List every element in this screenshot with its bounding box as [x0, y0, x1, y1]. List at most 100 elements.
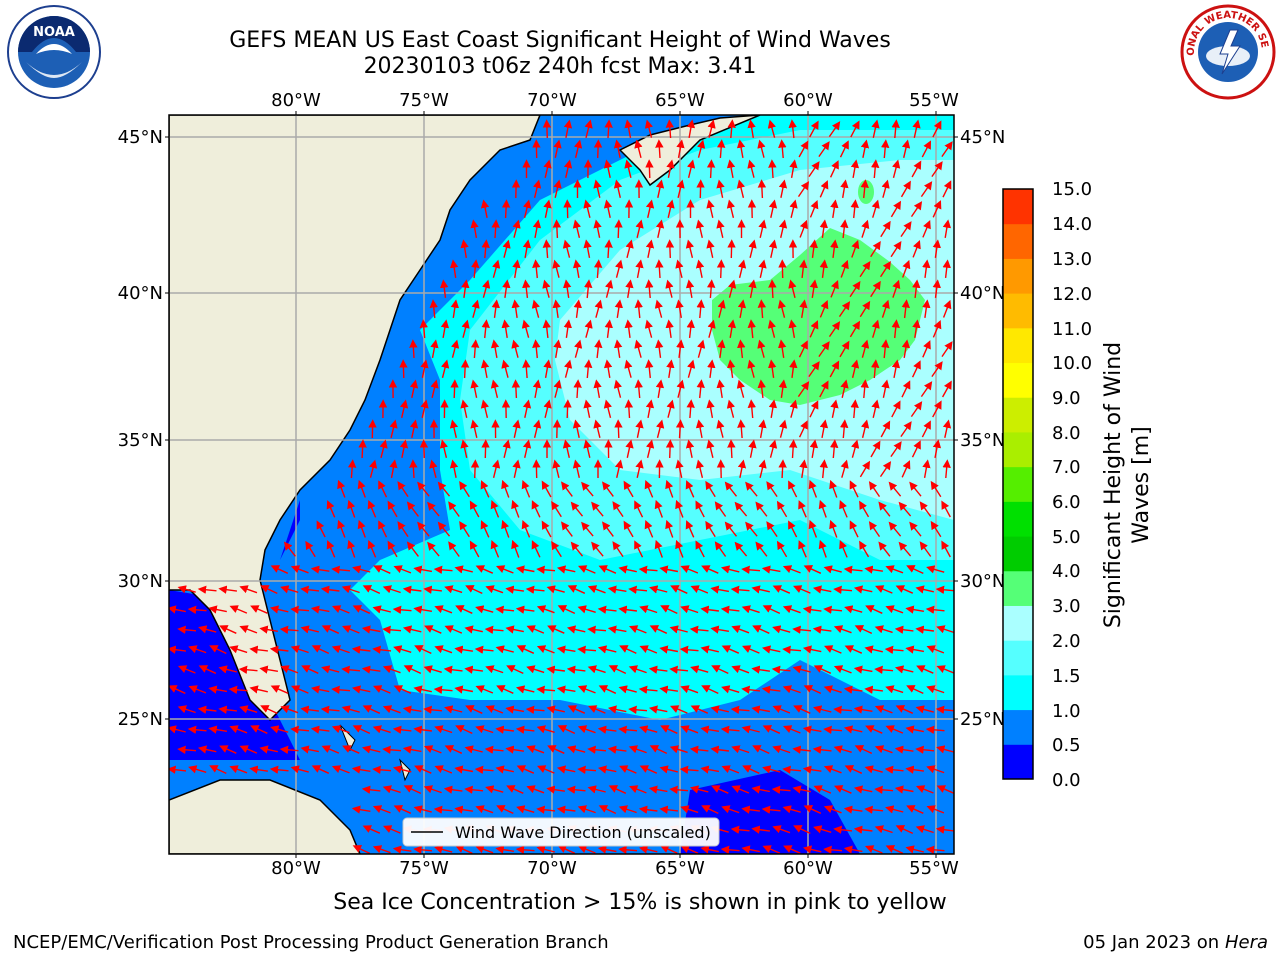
direction-arrow	[429, 299, 438, 319]
direction-arrow	[829, 360, 840, 378]
colorbar-segment	[1003, 431, 1033, 468]
direction-arrow	[260, 705, 278, 715]
direction-arrow	[542, 279, 551, 298]
direction-arrow	[860, 419, 870, 438]
direction-arrow	[475, 845, 494, 854]
direction-arrow	[402, 705, 422, 714]
direction-arrow	[910, 401, 923, 418]
direction-arrow	[347, 499, 356, 518]
direction-arrow	[382, 705, 401, 714]
direction-arrow	[290, 765, 309, 774]
direction-arrow	[788, 520, 798, 538]
direction-arrow	[930, 480, 942, 498]
direction-arrow	[542, 239, 552, 259]
direction-arrow	[844, 605, 863, 614]
direction-arrow	[491, 219, 500, 239]
direction-arrow	[840, 379, 849, 398]
direction-arrow	[430, 379, 439, 398]
direction-arrow	[413, 725, 432, 734]
direction-arrow	[532, 379, 542, 399]
direction-arrow	[413, 845, 433, 854]
land-north-america	[169, 115, 541, 722]
direction-arrow	[864, 645, 883, 654]
direction-arrow	[481, 319, 490, 339]
direction-arrow	[878, 541, 891, 557]
direction-arrow	[537, 765, 555, 774]
direction-arrow	[829, 479, 838, 498]
direction-arrow	[859, 260, 871, 278]
direction-arrow	[645, 359, 654, 379]
direction-arrow	[922, 299, 931, 318]
direction-arrow	[553, 379, 562, 398]
direction-arrow	[819, 419, 829, 439]
direction-arrow	[546, 705, 565, 714]
direction-arrow	[823, 685, 842, 694]
direction-arrow	[437, 481, 451, 497]
direction-arrow	[808, 161, 820, 177]
direction-arrow	[465, 705, 483, 714]
direction-arrow	[454, 765, 474, 774]
direction-arrow	[638, 845, 658, 854]
direction-arrow	[387, 540, 398, 558]
direction-arrow	[613, 339, 623, 359]
direction-arrow	[803, 565, 822, 574]
direction-arrow	[543, 199, 552, 218]
direction-arrow	[553, 179, 562, 198]
direction-arrow	[670, 705, 688, 714]
direction-arrow	[868, 481, 881, 497]
direction-arrow	[561, 521, 573, 537]
direction-arrow	[305, 540, 316, 558]
direction-arrow	[347, 459, 357, 479]
direction-arrow	[229, 645, 248, 654]
direction-arrow	[706, 399, 715, 419]
direction-arrow	[470, 219, 479, 239]
direction-arrow	[655, 339, 664, 358]
direction-arrow	[618, 845, 638, 854]
direction-arrow	[644, 319, 653, 338]
direction-arrow	[577, 805, 596, 814]
direction-arrow	[490, 540, 500, 558]
direction-arrow	[772, 625, 791, 634]
direction-arrow	[685, 439, 695, 458]
direction-arrow	[853, 705, 873, 714]
direction-arrow	[593, 259, 603, 279]
direction-arrow	[501, 519, 510, 538]
direction-arrow	[745, 521, 758, 537]
direction-arrow	[812, 625, 832, 634]
direction-arrow	[741, 725, 760, 734]
direction-arrow	[695, 419, 705, 439]
direction-arrow	[905, 645, 925, 654]
direction-arrow	[942, 419, 952, 438]
direction-arrow	[767, 119, 776, 138]
direction-arrow	[612, 501, 624, 517]
direction-arrow	[905, 725, 924, 734]
direction-arrow	[919, 501, 932, 517]
colorbar	[1003, 189, 1033, 780]
direction-arrow	[331, 765, 350, 774]
direction-arrow	[454, 565, 473, 574]
direction-arrow	[726, 399, 735, 418]
direction-arrow	[720, 725, 740, 734]
footer-org: NCEP/EMC/Verification Post Processing Pr…	[13, 932, 609, 953]
direction-arrow	[766, 481, 778, 498]
direction-arrow	[768, 399, 778, 419]
direction-arrow	[300, 745, 319, 754]
direction-arrow	[531, 540, 541, 558]
direction-arrow	[502, 279, 511, 298]
direction-arrow	[894, 665, 914, 674]
direction-arrow	[922, 220, 931, 238]
direction-arrow	[169, 765, 187, 774]
direction-arrow	[783, 725, 801, 734]
direction-arrow	[460, 439, 469, 458]
direction-arrow	[932, 320, 942, 338]
direction-arrow	[563, 399, 572, 419]
direction-arrow	[475, 565, 494, 574]
direction-arrow	[695, 500, 705, 518]
direction-arrow	[337, 479, 346, 498]
direction-arrow	[891, 119, 900, 139]
direction-arrow	[645, 239, 655, 258]
direction-arrow	[737, 299, 747, 319]
direction-arrow	[689, 625, 709, 634]
direction-arrow	[932, 239, 941, 258]
direction-arrow	[812, 745, 832, 754]
